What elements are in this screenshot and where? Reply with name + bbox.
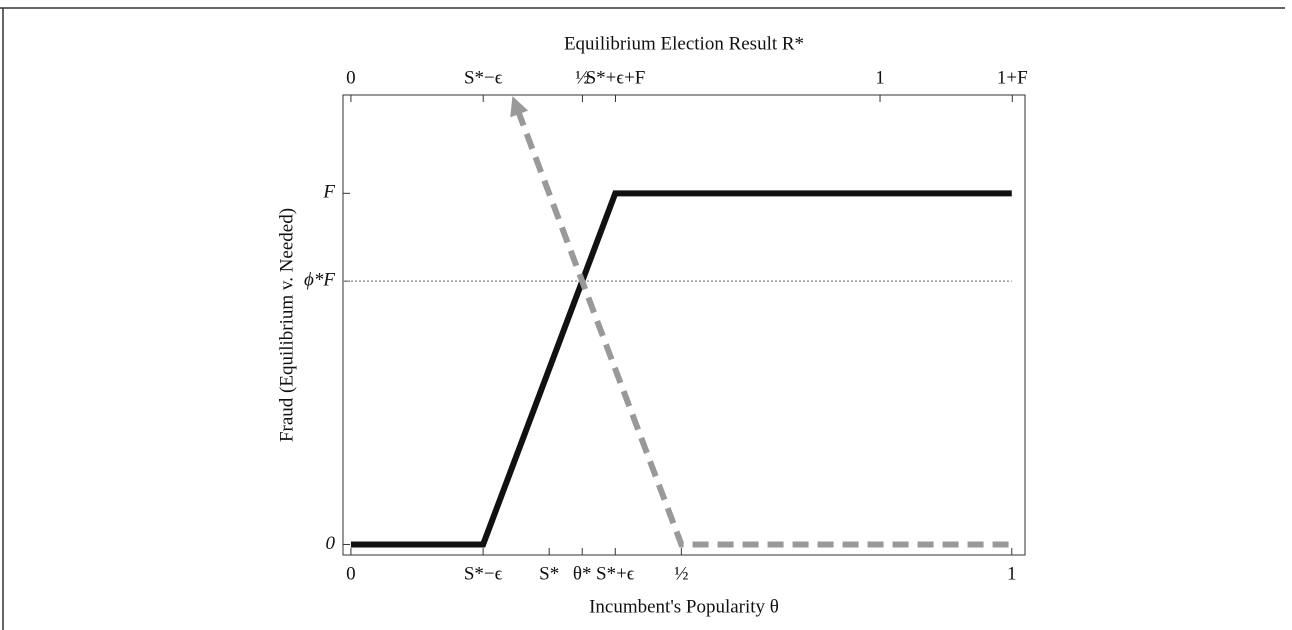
series-line [350,190,1012,548]
y-tick-label: F [322,182,335,203]
x2-axis-label: Equilibrium Election Result R* [564,33,804,54]
x-tick-label: 1 [1007,563,1017,584]
y-tick-label: ϕ*F [304,269,335,290]
x2-tick-label: ½ [575,67,589,88]
plot-frame [342,94,1026,556]
y-tick-label: 0 [326,533,336,554]
x2-tick-label: 0 [346,67,356,88]
x-tick-label: 0 [346,563,356,584]
x2-tick-label: S*+ϵ+F [586,67,646,88]
y-axis-label: Fraud (Equilibrium v. Needed) [276,208,297,442]
x-tick-label: S*−ϵ [464,563,503,584]
series-line [510,96,1012,548]
x-axis-label: Incumbent's Popularity θ [589,596,779,617]
x-tick-label: S*+ϵ [596,563,635,584]
x2-tick-label: 1 [875,67,885,88]
x-tick-label: ½ [674,563,688,584]
x2-tick-label: 1+F [997,67,1028,88]
x2-tick-label: S*−ϵ [464,67,503,88]
x-tick-label: S* [539,563,559,584]
x-tick-label: θ* [573,563,592,584]
